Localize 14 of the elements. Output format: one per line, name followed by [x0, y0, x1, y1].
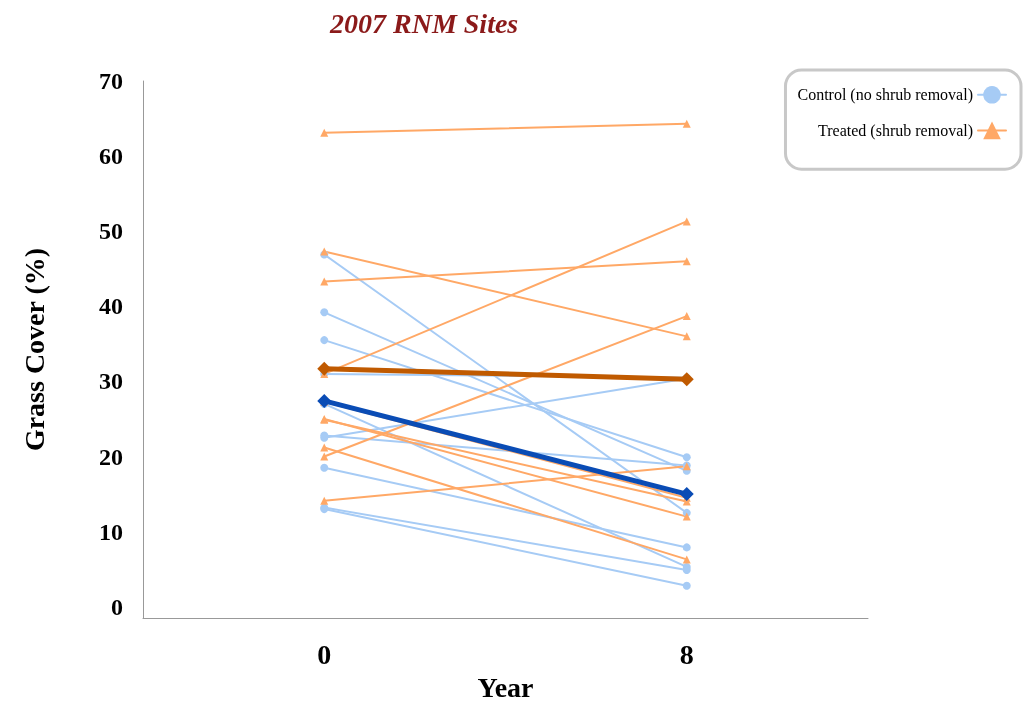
y-axis-title: Grass Cover (%) [18, 247, 50, 452]
legend-label: Treated (shrub removal) [818, 121, 973, 140]
x-axis-title: Year [477, 671, 534, 703]
legend-label: Control (no shrub removal) [797, 86, 973, 105]
y-tick-label: 20 [99, 443, 123, 470]
y-tick-label: 0 [111, 593, 123, 620]
y-tick-label: 10 [99, 518, 123, 545]
y-tick-label: 60 [99, 143, 123, 170]
y-tick-label: 70 [99, 68, 123, 94]
y-tick-label: 40 [99, 293, 123, 320]
y-tick-label: 30 [99, 368, 123, 395]
y-tick-label: 50 [99, 218, 123, 245]
chart-title: 2007 RNM Sites [329, 7, 519, 39]
x-tick-label: 8 [679, 638, 694, 670]
